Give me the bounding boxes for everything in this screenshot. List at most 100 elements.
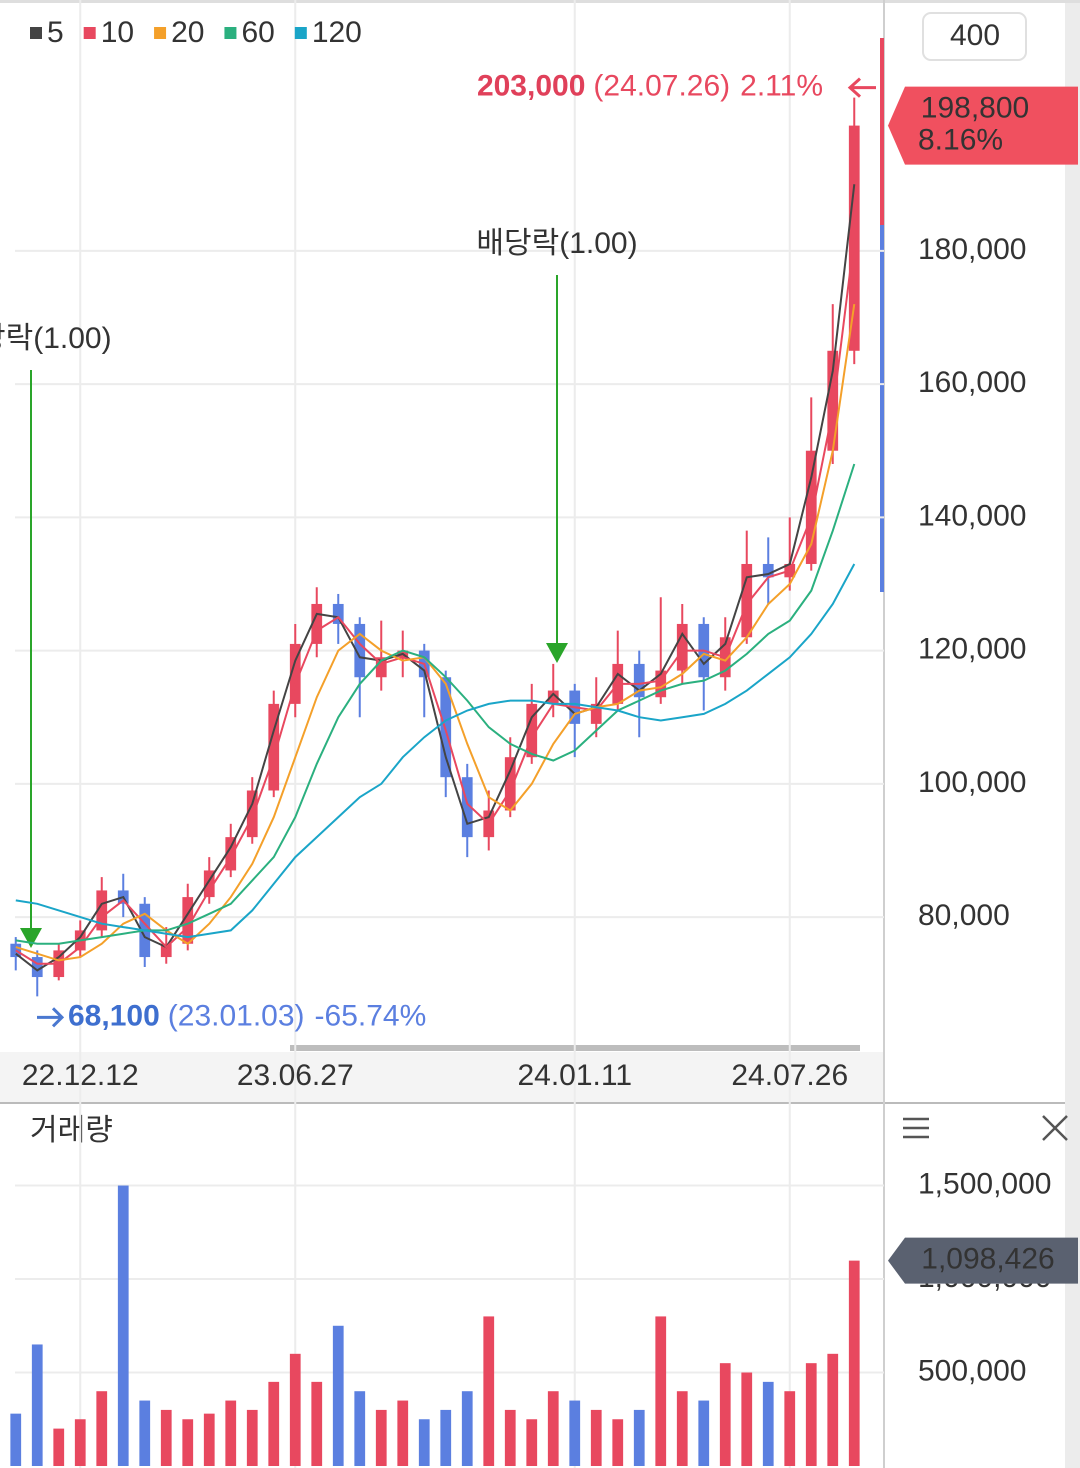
x-tick-label: 22.12.12 (22, 1059, 139, 1092)
y-tick-label: 100,000 (918, 766, 1026, 799)
x-tick-label: 24.07.26 (731, 1059, 848, 1092)
min-date: (23.01.03) (168, 999, 305, 1032)
volume-bar (397, 1400, 409, 1466)
y-tick-label: 1,500,000 (918, 1167, 1051, 1200)
volume-title: 거래량 (30, 1114, 113, 1147)
price-tag-value: 198,800 (921, 92, 1029, 125)
volume-bar (633, 1409, 645, 1466)
dividend-arrow (20, 928, 42, 948)
count-button[interactable] (922, 12, 1027, 61)
candle-body (203, 870, 215, 898)
right-edge (1065, 0, 1080, 1468)
volume-bar (590, 1409, 602, 1466)
max-date: (24.07.26) (593, 70, 730, 103)
volume-tag-value: 1,098,426 (921, 1243, 1054, 1276)
volume-bar (31, 1344, 43, 1466)
candle-body (10, 943, 22, 958)
candle-body (311, 603, 323, 644)
volume-bar (504, 1409, 516, 1466)
y-tick-label: 500,000 (918, 1354, 1026, 1387)
candle-body (805, 450, 817, 564)
moving-average (15, 563, 856, 939)
volume-bar (805, 1363, 817, 1466)
volume-bar (354, 1391, 366, 1466)
candle-body (827, 350, 839, 451)
price-tag (888, 86, 1078, 165)
volume-bar (246, 1409, 258, 1466)
y-tick-label: 140,000 (918, 499, 1026, 532)
min-pct: -65.74% (315, 999, 427, 1032)
volume-bar (311, 1381, 323, 1466)
min-arrow (37, 1007, 65, 1028)
max-pct: 2.11% (740, 70, 823, 103)
candle-body (526, 703, 538, 758)
close-icon[interactable] (1042, 1115, 1068, 1141)
menu-icon[interactable] (903, 1117, 929, 1139)
close-line[interactable] (1042, 1115, 1068, 1141)
legend-swatch (30, 27, 42, 39)
volume-bar (676, 1391, 688, 1466)
dividend-label: 배당락(1.00) (476, 227, 637, 260)
candle-body (676, 623, 688, 671)
max-label: 203,000 (477, 70, 585, 103)
moving-average (15, 463, 856, 945)
volume-bar (612, 1419, 624, 1466)
volume-bar (139, 1400, 151, 1466)
legend-label: 60 (241, 16, 274, 49)
count-button-label[interactable]: 400 (950, 19, 1000, 52)
candle-body (547, 690, 559, 704)
candle-body (590, 703, 602, 724)
legend-swatch (294, 27, 307, 39)
candle-body (375, 657, 387, 678)
max-annotation: 203,000 (24.07.26) 2.11% (477, 70, 823, 103)
x-tick-label: 24.01.11 (517, 1059, 632, 1092)
volume-bar (10, 1413, 22, 1466)
volume-bar (719, 1363, 731, 1466)
volume-bar (53, 1428, 65, 1466)
legend-swatch (83, 27, 96, 39)
dividend-label: 배당락(1.00) (0, 322, 112, 355)
legend-label: 10 (101, 16, 134, 49)
candle-body (504, 757, 516, 811)
volume-bar (289, 1353, 301, 1466)
legend-swatch (224, 27, 237, 39)
candle-body (655, 670, 667, 698)
price-tag-change: 8.16% (918, 124, 1003, 157)
candle-body (461, 777, 473, 838)
legend-label: 120 (312, 16, 362, 49)
candle-body (741, 563, 753, 638)
volume-tag (888, 1237, 1078, 1284)
legend-label: 5 (47, 16, 64, 49)
candle-body (762, 563, 774, 578)
volume-bar (741, 1372, 753, 1466)
y-tick-label: 120,000 (918, 633, 1026, 666)
volume-bar (203, 1413, 215, 1466)
volume-bar (268, 1381, 280, 1466)
y-tick-label: 180,000 (918, 233, 1026, 266)
candle-body (182, 897, 194, 944)
dividend-arrow (546, 643, 568, 663)
volume-bar (182, 1419, 194, 1466)
moving-average (15, 303, 856, 962)
volume-bar (96, 1391, 108, 1466)
candle-body (633, 663, 645, 698)
volume-bar (784, 1391, 796, 1466)
candle-body (246, 790, 258, 838)
volume-bar (848, 1260, 860, 1466)
volume-bar (461, 1391, 473, 1466)
candle-body (96, 890, 108, 931)
volume-bar (160, 1409, 172, 1466)
volume-bar (440, 1409, 452, 1466)
candle-body (160, 943, 172, 958)
volume-bar (655, 1316, 667, 1466)
min-annotation: 68,100 (23.01.03) -65.74% (68, 999, 426, 1032)
x-axis-band (0, 1052, 884, 1102)
volume-bar (827, 1353, 839, 1466)
candle-body (289, 643, 301, 704)
volume-bar (698, 1400, 710, 1466)
y-tick-label: 160,000 (918, 366, 1026, 399)
candle-body (332, 603, 344, 624)
legend-label: 20 (171, 16, 204, 49)
